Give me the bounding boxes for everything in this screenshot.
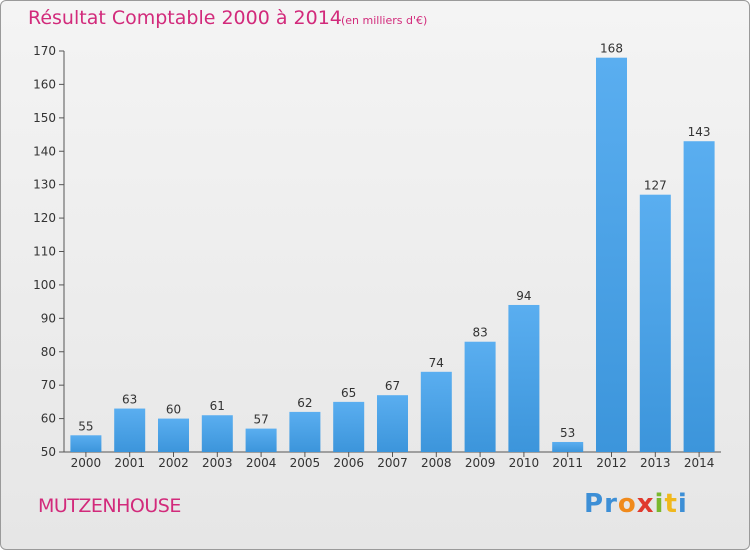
bar-2001	[114, 408, 146, 452]
data-label-2002: 60	[166, 403, 181, 417]
logo-letter: r	[604, 489, 618, 519]
x-tick-label-2008: 2008	[421, 456, 452, 470]
bar-2006	[333, 401, 365, 452]
logo-letter: i	[677, 489, 688, 519]
bar-2010	[508, 304, 540, 452]
data-label-2009: 83	[472, 326, 487, 340]
bar-2014	[683, 141, 715, 452]
logo-letter: t	[664, 489, 678, 519]
y-tick-label: 90	[41, 311, 56, 325]
y-tick-label: 50	[41, 445, 56, 459]
data-label-2006: 65	[341, 386, 356, 400]
chart-subtitle: (en milliers d'€)	[341, 14, 428, 27]
y-tick-label: 140	[33, 144, 56, 158]
logo-letter: i	[654, 489, 665, 519]
x-tick-label-2012: 2012	[596, 456, 627, 470]
y-tick-label: 120	[33, 211, 56, 225]
y-tick-label: 150	[33, 111, 56, 125]
x-tick-label-2003: 2003	[202, 456, 233, 470]
data-label-2003: 61	[210, 399, 225, 413]
y-tick-label: 110	[33, 245, 56, 259]
y-tick-label: 80	[41, 345, 56, 359]
proxiti-logo[interactable]: Proxiti	[584, 489, 688, 519]
logo-letter: o	[617, 489, 637, 519]
chart-title: Résultat Comptable 2000 à 2014	[28, 7, 342, 29]
data-label-2005: 62	[297, 396, 312, 410]
data-label-2001: 63	[122, 393, 137, 407]
x-tick-label-2014: 2014	[684, 456, 715, 470]
data-label-2010: 94	[516, 289, 531, 303]
data-label-2000: 55	[78, 419, 93, 433]
bar-2011	[552, 441, 584, 452]
y-tick-label: 60	[41, 412, 56, 426]
bar-2008	[420, 371, 452, 452]
x-tick-label-2002: 2002	[158, 456, 189, 470]
x-tick-label-2005: 2005	[290, 456, 321, 470]
data-label-2014: 143	[688, 125, 711, 139]
bar-2005	[289, 411, 321, 452]
data-label-2012: 168	[600, 42, 623, 56]
bar-2002	[158, 418, 189, 452]
y-tick-label: 170	[33, 44, 56, 58]
x-tick-label-2010: 2010	[509, 456, 540, 470]
bar-2000	[70, 435, 102, 452]
y-tick-label: 70	[41, 378, 56, 392]
y-tick-label: 160	[33, 77, 56, 91]
x-tick-label-2000: 2000	[71, 456, 102, 470]
data-label-2011: 53	[560, 426, 575, 440]
data-label-2004: 57	[253, 413, 268, 427]
bar-2003	[201, 415, 233, 452]
chart-bars: 55 63 60 61 57 62 65 67 74 83 94 53 168 127 143	[70, 42, 715, 453]
data-label-2013: 127	[644, 179, 667, 193]
bar-2004	[245, 428, 277, 452]
bar-2007	[377, 395, 408, 452]
data-label-2007: 67	[385, 379, 400, 393]
x-tick-label-2001: 2001	[114, 456, 145, 470]
bar-2012	[596, 57, 627, 452]
x-tick-label-2006: 2006	[333, 456, 364, 470]
commune-name: MUTZENHOUSE	[38, 495, 181, 517]
bar-2009	[464, 341, 496, 452]
x-tick-label-2011: 2011	[552, 456, 583, 470]
logo-letter: x	[636, 489, 655, 519]
y-tick-label: 130	[33, 178, 56, 192]
bar-2013	[639, 194, 671, 453]
x-tick-label-2004: 2004	[246, 456, 277, 470]
logo-letter: P	[584, 489, 605, 519]
x-tick-label-2009: 2009	[465, 456, 496, 470]
x-tick-label-2007: 2007	[377, 456, 408, 470]
y-tick-label: 100	[33, 278, 56, 292]
data-label-2008: 74	[429, 356, 444, 370]
x-tick-label-2013: 2013	[640, 456, 671, 470]
